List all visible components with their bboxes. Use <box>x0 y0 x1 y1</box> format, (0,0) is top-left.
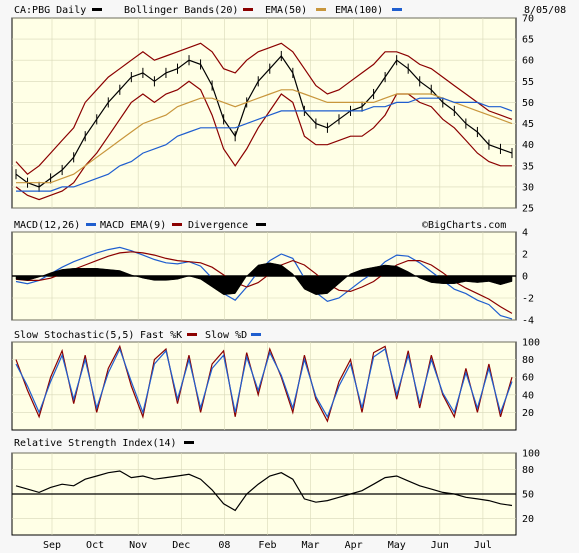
macd-y-ticks: -4 -2 0 2 4 <box>522 228 534 327</box>
x-tick-oct: Oct <box>86 540 104 551</box>
stochastic-grid <box>12 341 516 430</box>
price-ytick-45: 45 <box>522 119 534 130</box>
price-ytick-70: 70 <box>522 14 534 25</box>
x-tick-apr: Apr <box>345 540 363 551</box>
macd-legend: MACD(12,26) MACD EMA(9) Divergence ©BigC… <box>14 220 506 231</box>
price-legend: CA:PBG Daily Bollinger Bands(20) EMA(50)… <box>14 5 566 16</box>
series-ema-100 <box>16 97 513 192</box>
ema100-legend-swatch <box>392 8 402 11</box>
price-series-group <box>15 42 513 201</box>
x-tick-08: 08 <box>218 540 230 551</box>
rsi-legend: Relative Strength Index(14) <box>14 438 194 449</box>
price-ytick-30: 30 <box>522 182 534 193</box>
price-y-ticks: 25 30 35 40 45 50 55 60 65 70 <box>522 14 534 215</box>
macd-ytick--4: -4 <box>522 316 534 327</box>
rsi-y-ticks: 20 50 80 100 <box>522 449 540 526</box>
rsi-ytick-50: 50 <box>522 490 534 501</box>
bbands-legend-swatch <box>243 8 253 11</box>
x-tick-nov: Nov <box>129 540 147 551</box>
rsi-ytick-20: 20 <box>522 514 534 525</box>
x-tick-sep: Sep <box>43 540 61 551</box>
fastk-label: Fast %K <box>140 330 182 341</box>
rsi-ytick-80: 80 <box>522 465 534 476</box>
series-divergence <box>15 262 513 295</box>
rsi-grid <box>12 452 516 535</box>
series-relative-strength-index-14 <box>15 470 513 512</box>
price-legend-swatch <box>92 8 102 11</box>
symbol-label: CA:PBG Daily <box>14 5 86 16</box>
macd-panel: -4 -2 0 2 4 <box>11 228 534 327</box>
x-axis: Sep Oct Nov Dec 08 Feb Mar Apr May Jun Jul <box>43 540 492 551</box>
price-ytick-65: 65 <box>522 35 534 46</box>
rsi-series-group <box>15 470 513 512</box>
x-tick-may: May <box>388 540 406 551</box>
price-ytick-60: 60 <box>522 56 534 67</box>
divergence-label: Divergence <box>188 220 248 231</box>
stochastic-series-group <box>15 344 513 423</box>
fastk-legend-swatch <box>187 333 197 336</box>
macd-ema-label: MACD EMA(9) <box>100 220 166 231</box>
macd-ytick-2: 2 <box>522 250 528 261</box>
price-ytick-35: 35 <box>522 161 534 172</box>
price-ytick-25: 25 <box>522 204 534 215</box>
stochastic-ytick-20: 20 <box>522 408 534 419</box>
macd-ytick--2: -2 <box>522 294 534 305</box>
price-plot-area <box>11 17 517 209</box>
slowd-label: Slow %D <box>205 330 247 341</box>
stochastic-ytick-60: 60 <box>522 373 534 384</box>
series-bollinger-bands-20-upper <box>15 42 513 176</box>
stochastic-ytick-100: 100 <box>522 338 540 349</box>
series-bollinger-bands-20-lower <box>15 80 512 201</box>
watermark: ©BigCharts.com <box>422 220 506 231</box>
rsi-panel: 20 50 80 100 <box>11 449 540 536</box>
price-panel: 25 30 35 40 45 50 55 60 65 70 <box>11 14 534 215</box>
macd-ytick-4: 4 <box>522 228 528 239</box>
signal-legend-swatch <box>172 223 182 226</box>
x-tick-mar: Mar <box>302 540 320 551</box>
price-ytick-55: 55 <box>522 77 534 88</box>
series-ema-50 <box>16 89 513 184</box>
series-ca-pbg-daily <box>15 55 513 188</box>
x-tick-feb: Feb <box>258 540 276 551</box>
rsi-title: Relative Strength Index(14) <box>14 438 177 449</box>
date-label: 8/05/08 <box>524 5 566 16</box>
rsi-legend-swatch <box>184 441 194 444</box>
stochastic-legend: Slow Stochastic(5,5) Fast %K Slow %D <box>14 330 261 341</box>
x-tick-jun: Jun <box>431 540 449 551</box>
divergence-legend-swatch <box>256 223 266 226</box>
price-ytick-40: 40 <box>522 140 534 151</box>
series-slow-d <box>15 347 513 419</box>
macd-ytick-0: 0 <box>522 272 528 283</box>
stochastic-y-ticks: 20 40 60 80 100 <box>522 338 540 419</box>
ema100-label: EMA(100) <box>335 5 383 16</box>
ema50-legend-swatch <box>316 8 326 11</box>
macd-legend-swatch <box>86 223 96 226</box>
stochastic-panel: 20 40 60 80 100 <box>11 338 540 431</box>
bbands-label: Bollinger Bands(20) <box>124 5 238 16</box>
macd-label: MACD(12,26) <box>14 220 80 231</box>
stochastic-ytick-40: 40 <box>522 390 534 401</box>
rsi-ytick-100: 100 <box>522 449 540 460</box>
slowd-legend-swatch <box>251 333 261 336</box>
x-tick-dec: Dec <box>172 540 190 551</box>
x-tick-jul: Jul <box>474 540 492 551</box>
ema50-label: EMA(50) <box>265 5 307 16</box>
stochastic-ytick-80: 80 <box>522 355 534 366</box>
price-ytick-50: 50 <box>522 98 534 109</box>
stochastic-title: Slow Stochastic(5,5) <box>14 330 134 341</box>
series-macd-ema-9 <box>15 251 513 314</box>
macd-series-group <box>15 246 513 320</box>
